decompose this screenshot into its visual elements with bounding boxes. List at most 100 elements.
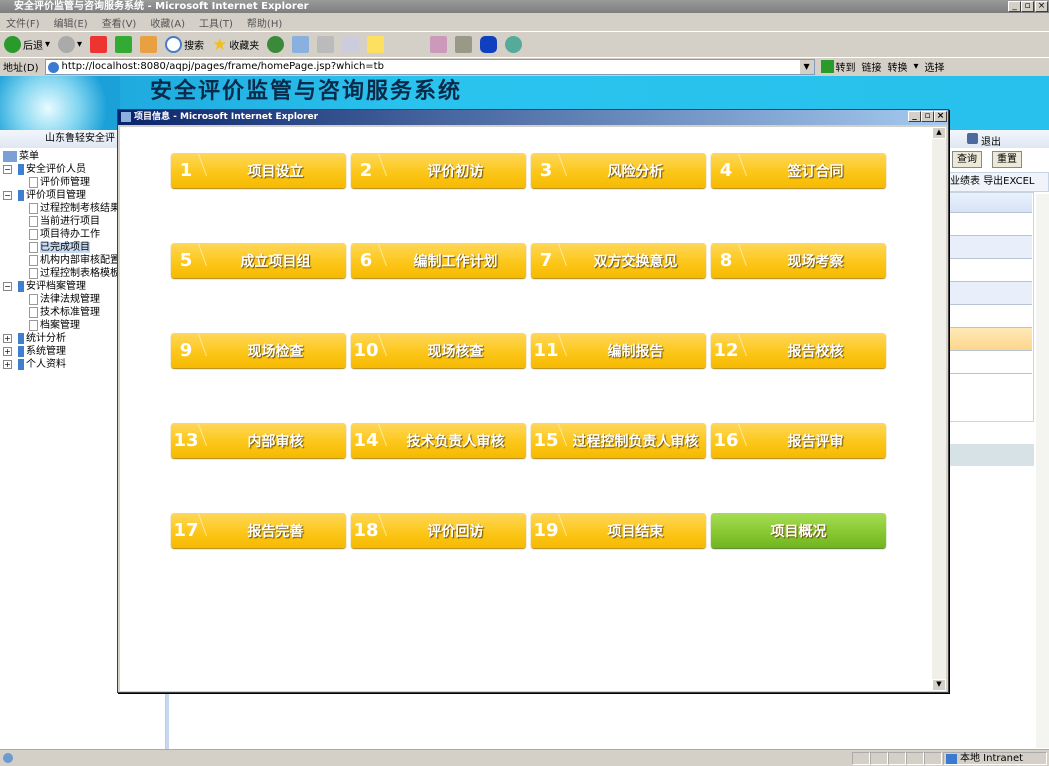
tree-item[interactable]: 技术标准管理 xyxy=(3,306,165,319)
collapse-icon[interactable]: − xyxy=(3,164,12,174)
note-icon[interactable] xyxy=(367,36,385,53)
menu-item[interactable]: 查看(V) xyxy=(101,18,137,30)
step-button-19[interactable]: 19 项目结束 xyxy=(531,513,706,548)
page-scrollbar[interactable] xyxy=(1036,194,1049,748)
step-button-9[interactable]: 9 现场检查 xyxy=(171,333,346,368)
step-button-10[interactable]: 10 现场核查 xyxy=(351,333,526,368)
step-button-18[interactable]: 18 评价回访 xyxy=(351,513,526,548)
mail-icon[interactable] xyxy=(292,36,310,53)
convert-button[interactable]: 转换 xyxy=(887,63,908,74)
logout-link[interactable]: 退出 xyxy=(981,137,1001,148)
tree-item[interactable]: 法律法规管理 xyxy=(3,293,165,306)
messenger-icon[interactable] xyxy=(430,36,448,53)
menu-item[interactable]: 文件(F) xyxy=(6,18,40,30)
tree-root[interactable]: 菜单 xyxy=(3,150,165,163)
collapse-icon[interactable]: − xyxy=(3,190,12,200)
scroll-up-icon[interactable]: ▲ xyxy=(932,127,946,139)
tree-item[interactable]: + 系统管理 xyxy=(3,345,165,358)
query-button[interactable]: 查询 xyxy=(952,151,982,168)
expand-icon[interactable]: + xyxy=(3,346,12,356)
table-row[interactable] xyxy=(950,213,1032,236)
tree-item[interactable]: − 评价项目管理 xyxy=(3,189,165,202)
popup-minimize-button[interactable]: _ xyxy=(908,111,921,122)
table-row-highlighted[interactable] xyxy=(950,328,1032,351)
print-icon[interactable] xyxy=(317,36,335,53)
popup-close-button[interactable]: × xyxy=(934,111,947,122)
project-overview-button[interactable]: 项目概况 xyxy=(711,513,886,548)
collapse-icon[interactable]: − xyxy=(3,281,12,291)
menu-item[interactable]: 工具(T) xyxy=(199,18,233,30)
popup-maximize-button[interactable]: ▫ xyxy=(921,111,934,122)
links-button[interactable]: 链接 xyxy=(861,63,882,74)
step-button-16[interactable]: 16 报告评审 xyxy=(711,423,886,458)
table-row[interactable] xyxy=(950,305,1032,328)
step-number: 8 xyxy=(711,250,741,271)
step-button-7[interactable]: 7 双方交换意见 xyxy=(531,243,706,278)
table-row[interactable] xyxy=(950,236,1032,259)
step-button-13[interactable]: 13 内部审核 xyxy=(171,423,346,458)
stop-icon[interactable] xyxy=(90,36,108,53)
tree-item[interactable]: 机构内部审核配置 xyxy=(3,254,165,267)
step-label: 现场核查 xyxy=(427,343,484,360)
tree-item[interactable]: − 安全评价人员 xyxy=(3,163,165,176)
table-row[interactable] xyxy=(950,282,1032,305)
close-button[interactable]: × xyxy=(1035,1,1048,12)
edit-icon[interactable] xyxy=(342,36,360,53)
step-button-17[interactable]: 17 报告完善 xyxy=(171,513,346,548)
step-number: 14 xyxy=(351,430,381,451)
step-button-2[interactable]: 2 评价初访 xyxy=(351,153,526,188)
dropdown-arrow-icon[interactable]: ▼ xyxy=(799,59,814,74)
tree-item[interactable]: 当前进行项目 xyxy=(3,215,165,228)
users-icon[interactable] xyxy=(505,36,523,53)
research-icon[interactable] xyxy=(455,36,473,53)
step-button-12[interactable]: 12 报告校核 xyxy=(711,333,886,368)
forward-button[interactable]: ▾ xyxy=(58,36,82,53)
reset-button[interactable]: 重置 xyxy=(992,151,1022,168)
history-icon[interactable] xyxy=(267,36,285,53)
step-button-14[interactable]: 14 技术负责人审核 xyxy=(351,423,526,458)
popup-scrollbar[interactable]: ▲ ▼ xyxy=(932,127,946,691)
tree-item[interactable]: + 个人资料 xyxy=(3,358,165,371)
select-button[interactable]: 选择 xyxy=(924,63,945,74)
tree-item-label: 机构内部审核配置 xyxy=(40,255,120,266)
tree-item[interactable]: 档案管理 xyxy=(3,319,165,332)
favorites-button[interactable]: ★ 收藏夹 xyxy=(212,35,259,55)
menu-item[interactable]: 收藏(A) xyxy=(150,18,185,30)
tree-item[interactable]: 过程控制考核结果 xyxy=(3,202,165,215)
convert-dropdown-icon[interactable]: ▾ xyxy=(913,61,919,72)
back-button[interactable]: 后退 ▾ xyxy=(4,36,50,53)
menu-item[interactable]: 帮助(H) xyxy=(246,18,283,30)
step-button-4[interactable]: 4 签订合同 xyxy=(711,153,886,188)
export-excel-button[interactable]: 导出EXCEL xyxy=(983,176,1035,187)
data-table xyxy=(949,192,1034,422)
scroll-down-icon[interactable]: ▼ xyxy=(932,679,946,691)
bluetooth-icon[interactable] xyxy=(480,36,498,53)
maximize-button[interactable]: ▫ xyxy=(1021,1,1034,12)
step-button-1[interactable]: 1 项目设立 xyxy=(171,153,346,188)
step-button-5[interactable]: 5 成立项目组 xyxy=(171,243,346,278)
minimize-button[interactable]: _ xyxy=(1008,1,1021,12)
step-button-6[interactable]: 6 编制工作计划 xyxy=(351,243,526,278)
tree-item[interactable]: 过程控制表格模板 xyxy=(3,267,165,280)
tree-item[interactable]: + 统计分析 xyxy=(3,332,165,345)
expand-icon[interactable]: + xyxy=(3,359,12,369)
step-button-11[interactable]: 11 编制报告 xyxy=(531,333,706,368)
address-input[interactable]: http://localhost:8080/aqpj/pages/frame/h… xyxy=(44,58,815,75)
step-button-15[interactable]: 15 过程控制负责人审核 xyxy=(531,423,706,458)
expand-icon[interactable]: + xyxy=(3,333,12,343)
menu-item[interactable]: 编辑(E) xyxy=(53,18,88,30)
step-button-8[interactable]: 8 现场考察 xyxy=(711,243,886,278)
table-row[interactable] xyxy=(950,259,1032,282)
step-button-3[interactable]: 3 风险分析 xyxy=(531,153,706,188)
table-row[interactable] xyxy=(950,351,1032,374)
tree-item[interactable]: − 安评档案管理 xyxy=(3,280,165,293)
tree-item[interactable]: 项目待办工作 xyxy=(3,228,165,241)
search-button[interactable]: 搜索 xyxy=(165,36,204,53)
tab-performance[interactable]: 业绩表 xyxy=(950,176,980,187)
tree-item[interactable]: 已完成项目 xyxy=(3,241,165,254)
tree-item[interactable]: 评价师管理 xyxy=(3,176,165,189)
tree-item-label: 评价项目管理 xyxy=(26,190,86,201)
go-button[interactable]: 转到 xyxy=(820,59,856,74)
refresh-icon[interactable] xyxy=(115,36,133,53)
home-icon[interactable] xyxy=(140,36,158,53)
